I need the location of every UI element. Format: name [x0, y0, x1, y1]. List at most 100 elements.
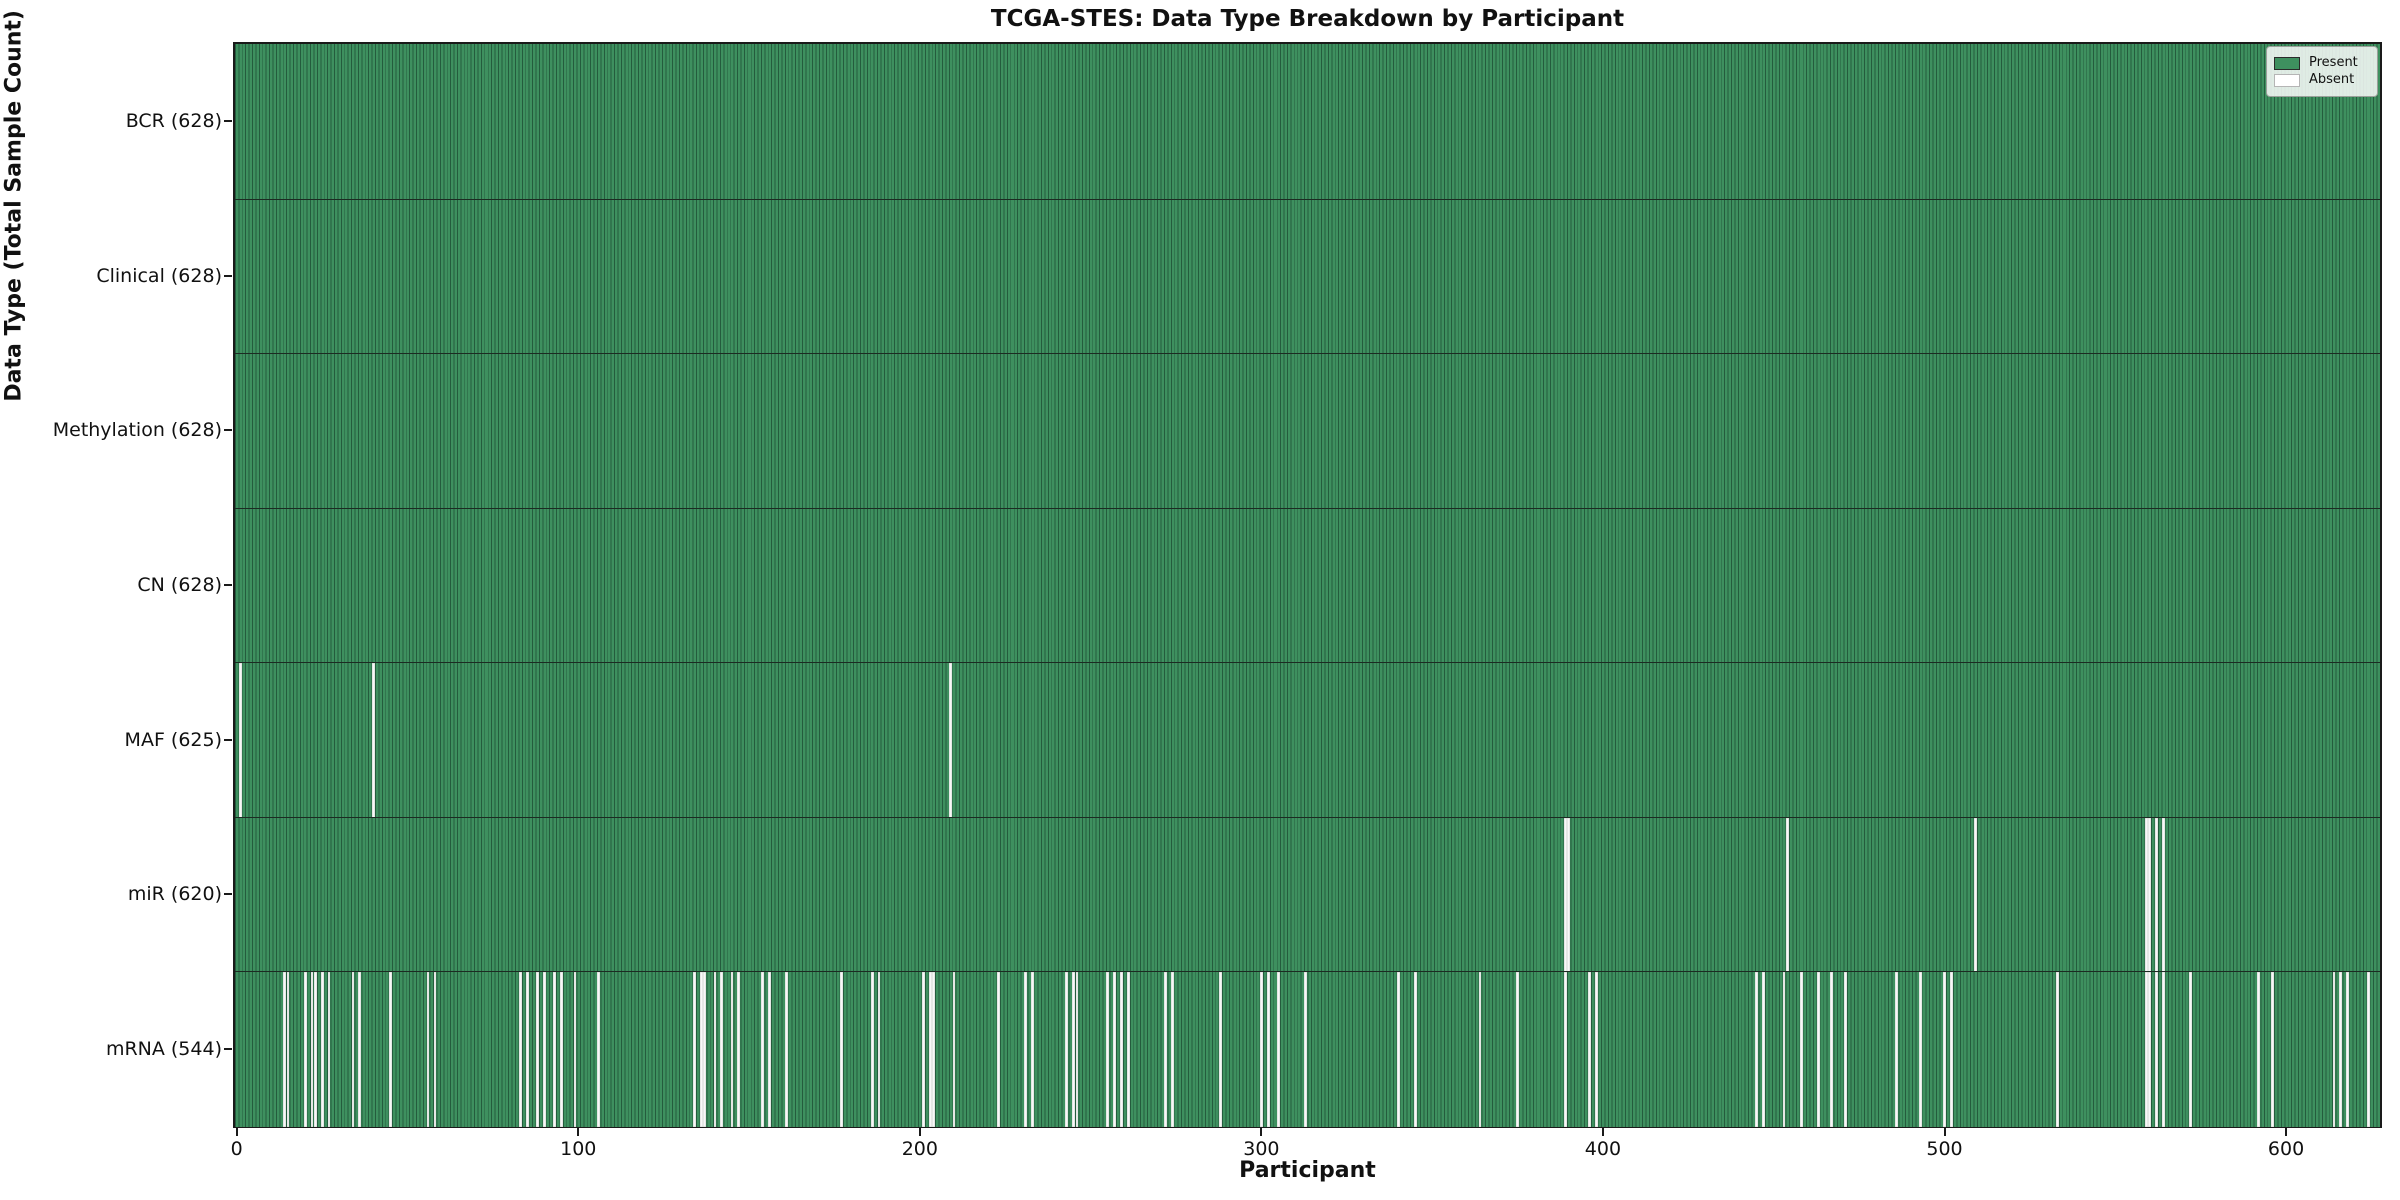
absent-stripe — [1919, 972, 1923, 1127]
absent-stripe — [928, 972, 932, 1127]
y-tick-label-bcr: BCR (628) — [125, 110, 222, 133]
absent-stripe — [1755, 972, 1759, 1127]
y-tick-mark — [224, 738, 232, 741]
absent-stripe — [2148, 817, 2151, 973]
legend: Present Absent — [2266, 46, 2378, 97]
absent-stripe — [1786, 817, 1789, 973]
x-tick-mark — [2285, 1128, 2288, 1136]
absent-stripe — [839, 972, 843, 1127]
absent-stripe — [693, 972, 696, 1127]
absent-stripe — [932, 972, 935, 1127]
absent-stripe — [713, 972, 717, 1127]
chart-title: TCGA-STES: Data Type Breakdown by Partic… — [990, 6, 1625, 32]
absent-stripe — [2154, 972, 2158, 1127]
absent-stripe — [761, 972, 765, 1127]
absent-stripe — [952, 972, 956, 1127]
absent-stripe — [426, 972, 430, 1127]
absent-stripe — [372, 663, 375, 818]
x-tick-mark — [1260, 1128, 1263, 1136]
absent-stripe — [1106, 972, 1110, 1127]
absent-stripe — [1266, 972, 1270, 1127]
legend-label: Present — [2309, 55, 2358, 70]
absent-stripe — [573, 972, 577, 1127]
absent-stripe — [1065, 972, 1069, 1127]
absent-stripe — [389, 972, 392, 1127]
absent-stripe — [1844, 972, 1847, 1127]
x-tick-label-400: 400 — [1584, 1138, 1622, 1160]
absent-stripe — [2339, 972, 2343, 1127]
absent-stripe — [1219, 972, 1222, 1127]
legend-swatch-absent — [2274, 73, 2300, 87]
absent-stripe — [1594, 972, 1598, 1127]
absent-stripe — [2144, 817, 2148, 973]
y-tick-label-cn: CN (628) — [137, 574, 222, 596]
x-tick-label-600: 600 — [2267, 1138, 2305, 1160]
row-band-bcr — [235, 44, 2380, 199]
legend-entry-present: Present — [2274, 56, 2369, 70]
absent-stripe — [1304, 972, 1308, 1127]
y-tick-mark — [224, 274, 232, 277]
x-tick-label-200: 200 — [901, 1138, 938, 1160]
row-band-mir — [235, 816, 2380, 973]
absent-stripe — [1164, 972, 1168, 1127]
absent-stripe — [2366, 972, 2370, 1127]
absent-stripe — [2055, 972, 2059, 1127]
y-tick-label-methylation: Methylation (628) — [52, 419, 222, 442]
absent-stripe — [433, 972, 437, 1127]
absent-stripe — [320, 972, 324, 1127]
absent-stripe — [1260, 972, 1263, 1127]
absent-stripe — [737, 972, 741, 1127]
absent-stripe — [525, 972, 529, 1127]
row-band-maf — [235, 662, 2380, 818]
absent-stripe — [1762, 972, 1765, 1127]
absent-stripe — [597, 972, 601, 1127]
row-band-mrna — [235, 971, 2380, 1127]
absent-stripe — [1126, 972, 1130, 1127]
absent-stripe — [1782, 972, 1786, 1127]
absent-stripe — [310, 972, 314, 1127]
absent-stripe — [703, 972, 707, 1127]
absent-stripe — [1587, 972, 1591, 1127]
absent-stripe — [1413, 972, 1417, 1127]
absent-stripe — [921, 972, 925, 1127]
legend-swatch-present — [2274, 56, 2300, 70]
absent-stripe — [1895, 972, 1899, 1127]
y-tick-mark — [224, 1047, 232, 1050]
y-tick-mark — [224, 893, 232, 896]
x-tick-mark — [235, 1128, 238, 1136]
x-tick-mark — [577, 1128, 580, 1136]
absent-stripe — [1478, 972, 1482, 1127]
x-tick-label-300: 300 — [1243, 1138, 1280, 1160]
absent-stripe — [997, 972, 1000, 1127]
plot-area — [233, 42, 2382, 1128]
absent-stripe — [313, 972, 317, 1127]
absent-stripe — [559, 972, 563, 1127]
absent-stripe — [518, 972, 522, 1127]
y-tick-label-mrna: mRNA (544) — [105, 1037, 222, 1060]
absent-stripe — [2161, 972, 2165, 1127]
absent-stripe — [351, 972, 355, 1127]
absent-stripe — [2332, 972, 2336, 1127]
absent-stripe — [785, 972, 789, 1127]
row-band-methylation — [235, 353, 2380, 509]
x-tick-mark — [1943, 1128, 1946, 1136]
absent-stripe — [1024, 972, 1028, 1127]
absent-stripe — [2161, 817, 2165, 973]
absent-stripe — [2144, 972, 2148, 1127]
absent-stripe — [699, 972, 703, 1127]
x-tick-mark — [918, 1128, 921, 1136]
y-tick-mark — [224, 584, 232, 586]
absent-stripe — [1816, 972, 1820, 1127]
absent-stripe — [327, 972, 331, 1127]
absent-stripe — [1396, 972, 1400, 1127]
y-axis-label: Data Type (Total Sample Count) — [1, 10, 27, 402]
absent-stripe — [2346, 972, 2350, 1127]
absent-stripe — [303, 972, 307, 1127]
legend-entry-absent: Absent — [2274, 73, 2369, 87]
absent-stripe — [1516, 972, 1520, 1127]
absent-stripe — [1943, 972, 1946, 1127]
absent-stripe — [768, 972, 772, 1127]
absent-stripe — [877, 972, 881, 1127]
absent-stripe — [1830, 972, 1834, 1127]
absent-stripe — [535, 972, 539, 1127]
